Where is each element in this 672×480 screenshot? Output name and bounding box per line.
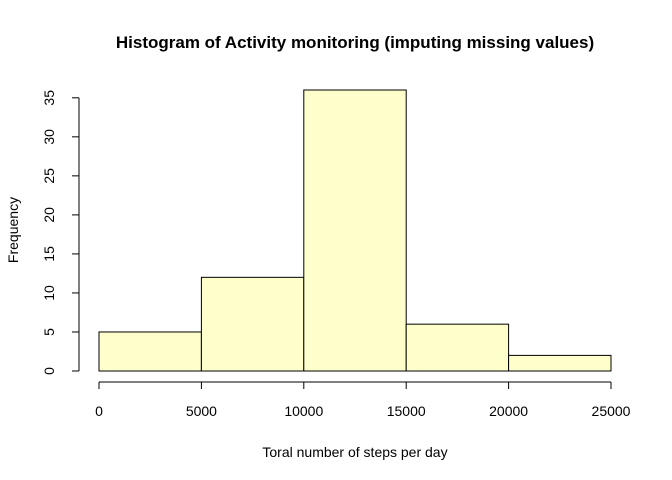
- x-tick-label: 0: [95, 403, 103, 419]
- y-tick-label: 0: [41, 367, 57, 375]
- histogram-bar-0: [98, 331, 202, 372]
- histogram-bar-1: [200, 276, 305, 372]
- y-tick-label: 20: [41, 207, 57, 223]
- x-tick-label: 25000: [592, 403, 631, 419]
- chart-title: Histogram of Activity monitoring (imputi…: [116, 33, 594, 52]
- histogram-bar-3: [405, 323, 510, 372]
- y-axis-label: Frequency: [5, 197, 21, 263]
- y-tick-label: 25: [41, 168, 57, 184]
- x-tick-label: 15000: [387, 403, 426, 419]
- x-tick-label: 5000: [186, 403, 217, 419]
- bars-group: [98, 89, 612, 372]
- y-tick-label: 5: [41, 328, 57, 336]
- x-axis-label: Toral number of steps per day: [262, 444, 447, 460]
- histogram-bar-2: [303, 89, 407, 372]
- y-tick-label: 35: [41, 90, 57, 106]
- histogram-bar-4: [508, 354, 612, 372]
- y-tick-label: 10: [41, 285, 57, 301]
- x-tick-label: 10000: [284, 403, 323, 419]
- y-axis: 0 5 10 15 20 25 30 35: [41, 90, 80, 375]
- y-tick-label: 15: [41, 246, 57, 262]
- x-tick-label: 20000: [489, 403, 528, 419]
- x-axis: 0 5000 10000 15000 20000 25000: [95, 381, 631, 419]
- y-tick-label: 30: [41, 129, 57, 145]
